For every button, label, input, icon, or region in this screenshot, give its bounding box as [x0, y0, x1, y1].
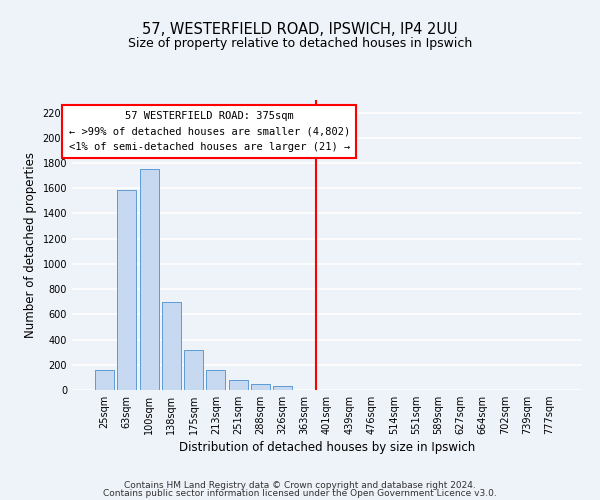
X-axis label: Distribution of detached houses by size in Ipswich: Distribution of detached houses by size …: [179, 442, 475, 454]
Bar: [95, 370, 114, 390]
Bar: [118, 190, 136, 390]
Text: 57 WESTERFIELD ROAD: 375sqm
← >99% of detached houses are smaller (4,802)
<1% of: 57 WESTERFIELD ROAD: 375sqm ← >99% of de…: [68, 111, 350, 152]
Bar: [206, 370, 225, 390]
Bar: [229, 380, 248, 390]
Text: Contains public sector information licensed under the Open Government Licence v3: Contains public sector information licen…: [103, 489, 497, 498]
Text: Contains HM Land Registry data © Crown copyright and database right 2024.: Contains HM Land Registry data © Crown c…: [124, 480, 476, 490]
Bar: [162, 302, 181, 390]
Y-axis label: Number of detached properties: Number of detached properties: [24, 152, 37, 338]
Bar: [140, 170, 158, 390]
Bar: [184, 350, 203, 390]
Bar: [273, 386, 292, 390]
Text: 57, WESTERFIELD ROAD, IPSWICH, IP4 2UU: 57, WESTERFIELD ROAD, IPSWICH, IP4 2UU: [142, 22, 458, 38]
Bar: [251, 384, 270, 390]
Text: Size of property relative to detached houses in Ipswich: Size of property relative to detached ho…: [128, 38, 472, 51]
